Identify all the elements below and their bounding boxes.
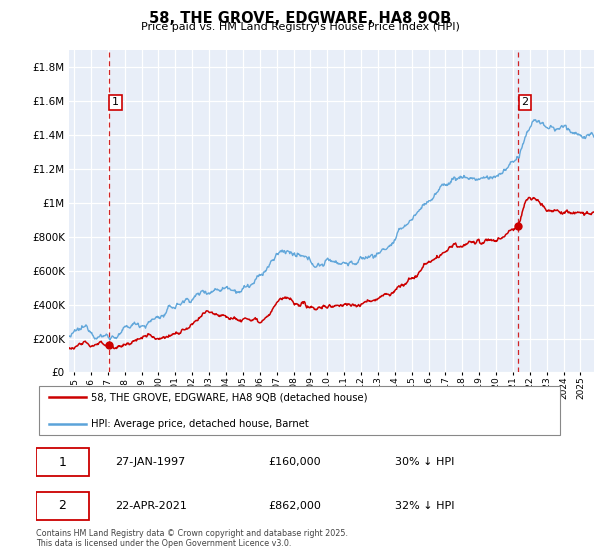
Text: This data is licensed under the Open Government Licence v3.0.: This data is licensed under the Open Gov… [36, 539, 292, 548]
Text: HPI: Average price, detached house, Barnet: HPI: Average price, detached house, Barn… [91, 419, 309, 428]
Text: 58, THE GROVE, EDGWARE, HA8 9QB (detached house): 58, THE GROVE, EDGWARE, HA8 9QB (detache… [91, 393, 368, 402]
Text: 1: 1 [58, 456, 67, 469]
Text: 30% ↓ HPI: 30% ↓ HPI [395, 458, 454, 468]
Text: £160,000: £160,000 [268, 458, 321, 468]
Text: 32% ↓ HPI: 32% ↓ HPI [395, 501, 455, 511]
Text: 27-JAN-1997: 27-JAN-1997 [115, 458, 185, 468]
Text: 2: 2 [521, 97, 529, 108]
Text: 58, THE GROVE, EDGWARE, HA8 9QB: 58, THE GROVE, EDGWARE, HA8 9QB [149, 11, 451, 26]
FancyBboxPatch shape [38, 386, 560, 435]
Text: 22-APR-2021: 22-APR-2021 [115, 501, 187, 511]
FancyBboxPatch shape [36, 492, 89, 520]
Text: Contains HM Land Registry data © Crown copyright and database right 2025.: Contains HM Land Registry data © Crown c… [36, 529, 348, 538]
Text: 2: 2 [58, 500, 67, 512]
Text: 1: 1 [112, 97, 119, 108]
FancyBboxPatch shape [36, 449, 89, 476]
Text: £862,000: £862,000 [268, 501, 321, 511]
Text: Price paid vs. HM Land Registry's House Price Index (HPI): Price paid vs. HM Land Registry's House … [140, 22, 460, 32]
